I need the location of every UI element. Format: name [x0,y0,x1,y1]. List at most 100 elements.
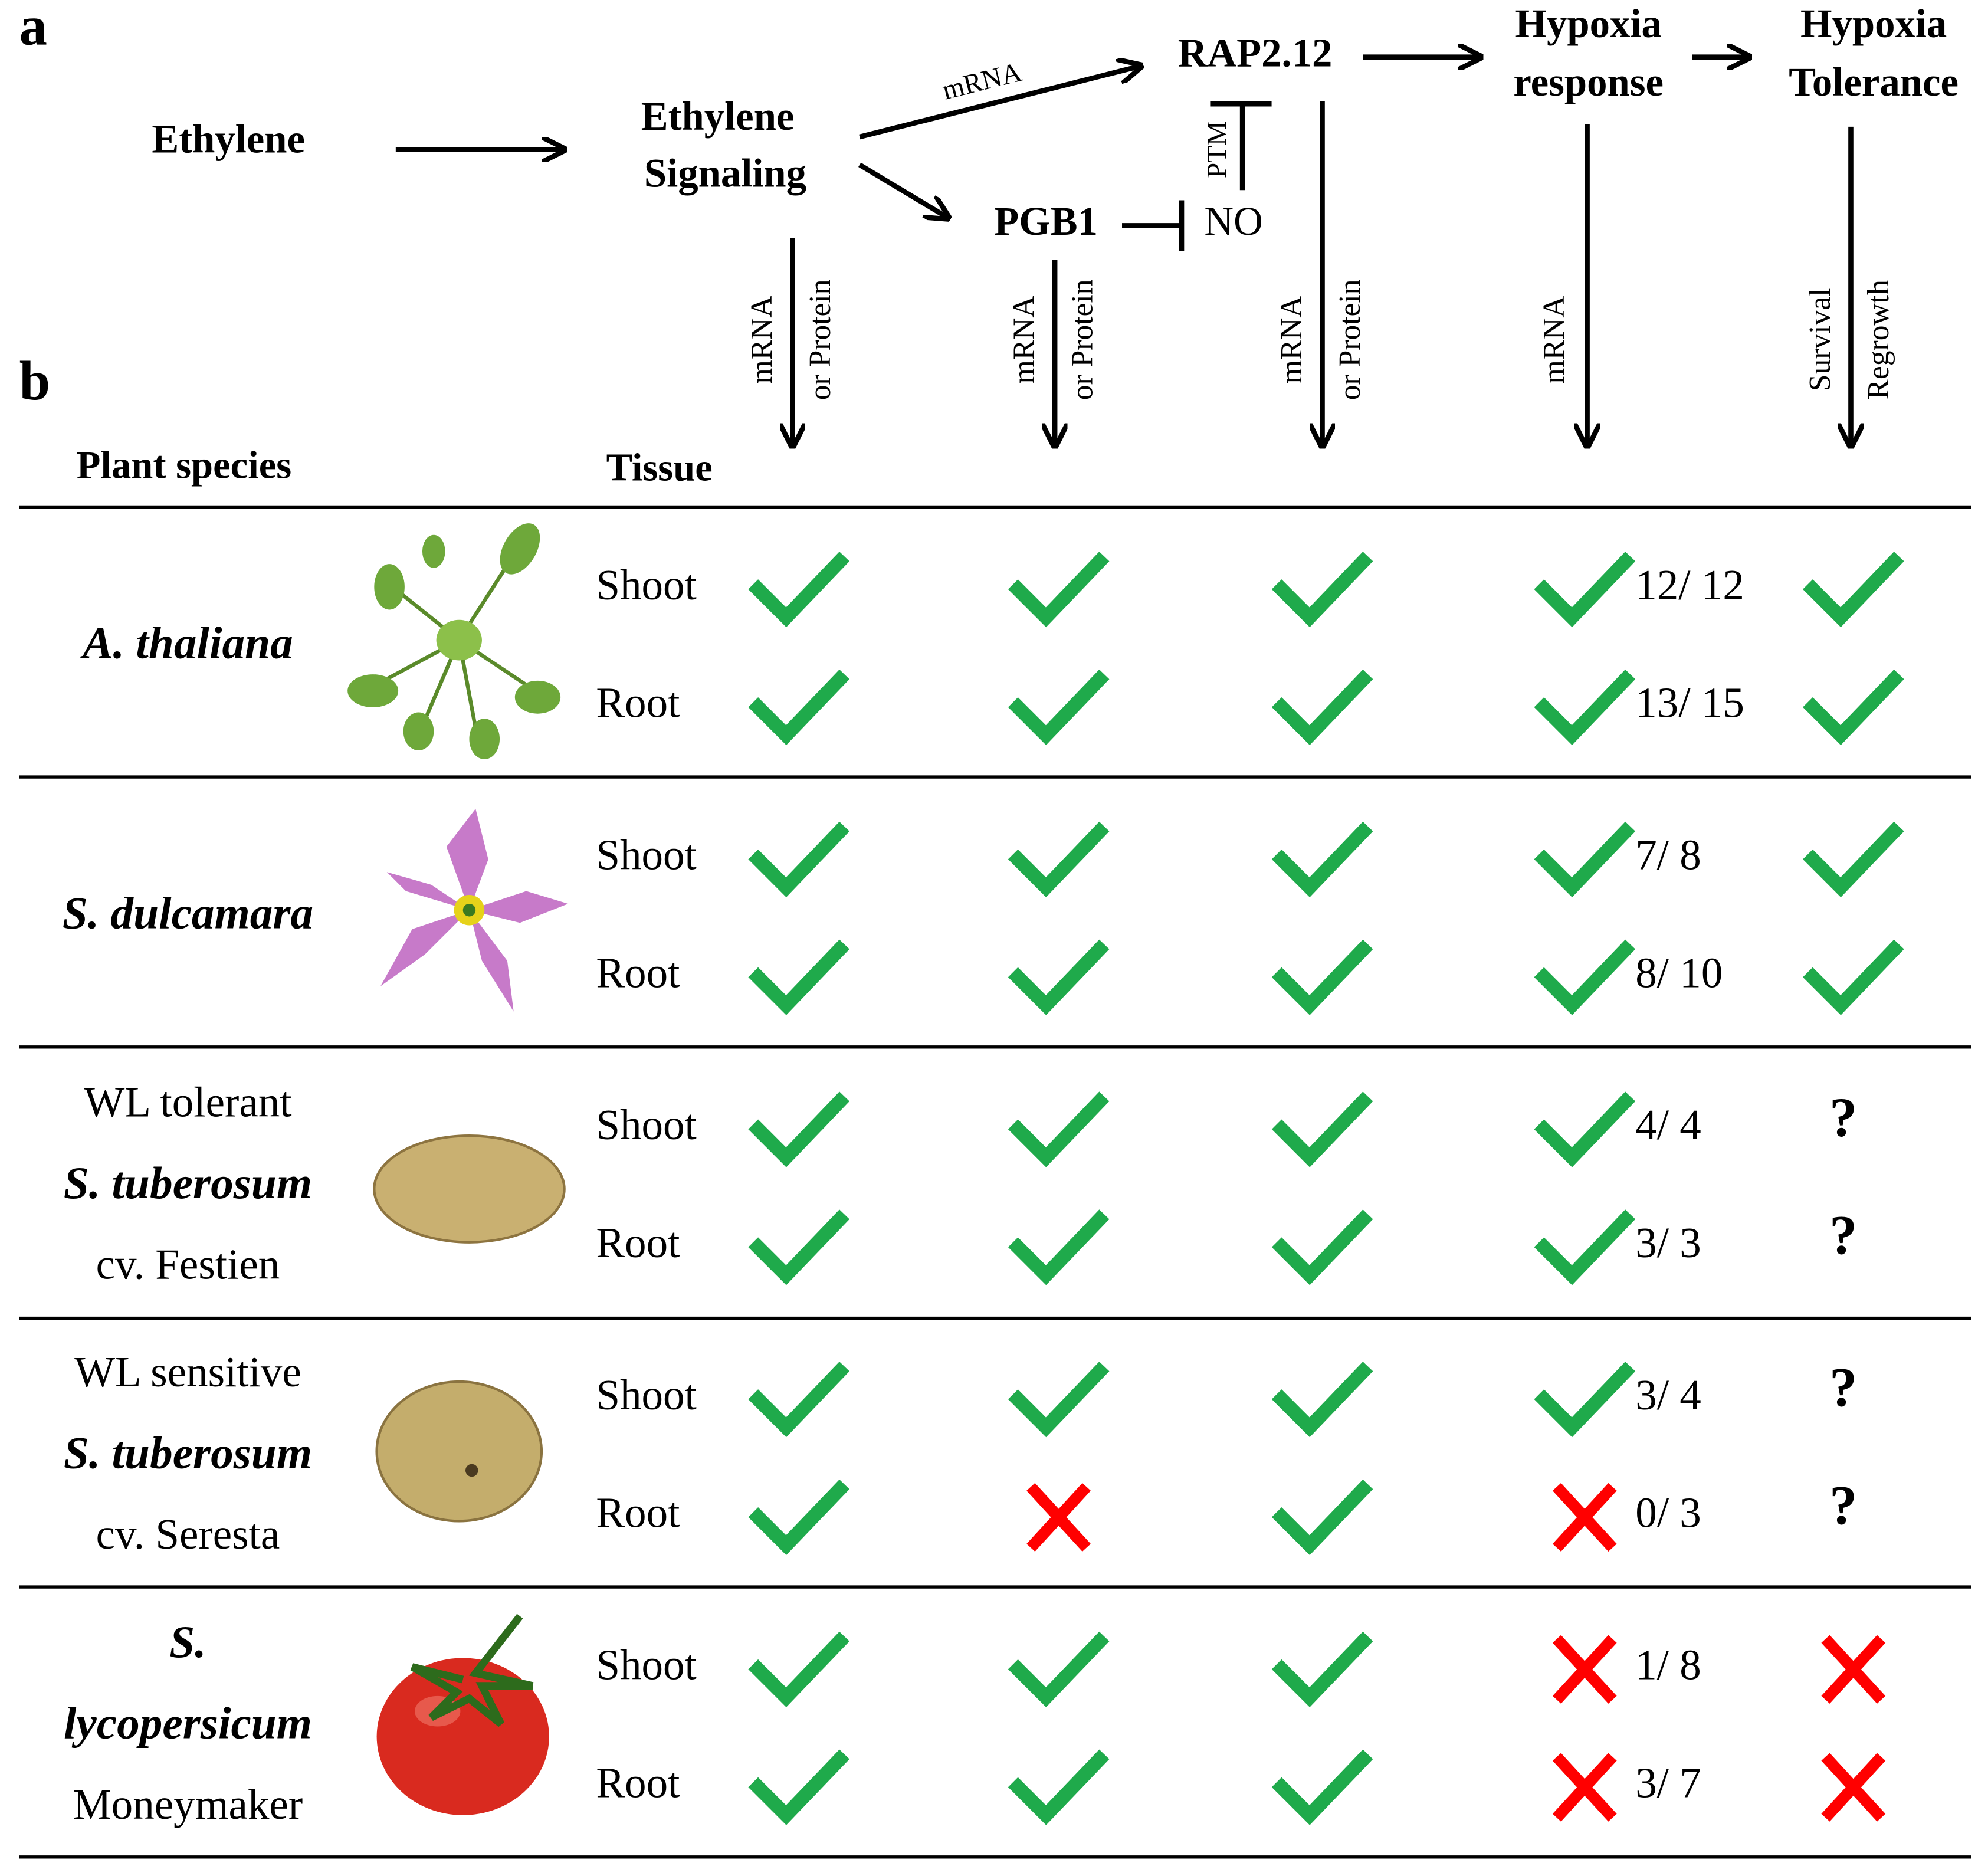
readout-label: Regrowth [1862,280,1895,400]
cross [1552,1483,1617,1552]
tissue: Root [596,1219,680,1267]
check [1271,1209,1373,1285]
check-mark [1271,1749,1373,1825]
readout-label: mRNA [1275,296,1308,383]
readout-label: or Protein [803,279,837,400]
species-label: lycopersicum [64,1697,312,1748]
node-hypoxia-response: response [1513,60,1664,104]
node-signaling: Signaling [644,151,806,196]
ratio: 4/ 4 [1635,1101,1701,1149]
image-potato [373,1134,566,1244]
arrow [858,162,948,218]
cross-mark [1552,1635,1617,1704]
check [1803,552,1904,628]
check-mark [1271,669,1373,746]
check [748,669,849,746]
check-mark [1008,821,1110,897]
check-mark [1008,1631,1110,1707]
species-label: WL tolerant [84,1078,291,1126]
unknown: ? [1829,1205,1857,1266]
tissue: Shoot [596,1371,697,1419]
check-mark [1271,1362,1373,1438]
node-rap: RAP2.12 [1178,30,1333,75]
check-mark [1271,821,1373,897]
check-mark [1271,1209,1373,1285]
check [1271,669,1373,746]
tissue: Root [596,1489,680,1537]
cross-mark [1821,1753,1886,1822]
check [1803,669,1904,746]
check-mark [1271,1479,1373,1556]
check-mark [1803,552,1904,628]
check [748,1631,849,1707]
check [1008,1209,1110,1285]
check [1534,939,1636,1015]
check-mark [1803,669,1904,746]
check [1271,1631,1373,1707]
check [1271,552,1373,628]
check-mark [1534,669,1636,746]
image-flower [380,808,569,1012]
check [1803,821,1904,897]
check [1534,669,1636,746]
check-mark [1008,1209,1110,1285]
species-label: S. tuberosum [64,1428,312,1478]
check [1271,1362,1373,1438]
check-mark [748,1749,849,1825]
species-label: cv. Festien [96,1241,280,1288]
node-pgb1: PGB1 [994,199,1098,244]
unknown: ? [1829,1475,1857,1536]
tissue: Root [596,949,680,996]
cross [1821,1635,1886,1704]
readout-label: or Protein [1066,279,1100,400]
check-mark [748,1209,849,1285]
node-hypoxia-tolerance: Hypoxia [1800,1,1947,46]
check [1271,1749,1373,1825]
check [748,821,849,897]
check [1008,1749,1110,1825]
separators [19,505,1971,1859]
check [748,1362,849,1438]
readout-label: or Protein [1333,279,1367,400]
check [1534,1091,1636,1167]
cross-mark [1026,1483,1091,1552]
check-mark [1271,939,1373,1015]
tissue: Root [596,1759,680,1806]
check-mark [1534,939,1636,1015]
check [1008,1091,1110,1167]
panel-label: b [19,350,51,412]
image-potato [375,1380,543,1523]
tissue: Shoot [596,1101,697,1149]
check-mark [748,1631,849,1707]
check [1534,1209,1636,1285]
check-mark [1008,939,1110,1015]
check [1008,1631,1110,1707]
check [748,552,849,628]
cross [1026,1483,1091,1552]
tissue: Shoot [596,831,697,879]
check-mark [748,1362,849,1438]
ratio: 7/ 8 [1635,831,1701,879]
species-label: S. dulcamara [63,887,313,938]
cross-mark [1552,1483,1617,1552]
check [748,939,849,1015]
node-ethylene: Ethylene [152,117,305,162]
readout-label: mRNA [1008,296,1041,383]
ratio: 3/ 7 [1635,1759,1701,1806]
check [1534,1362,1636,1438]
check [748,1209,849,1285]
check [1008,821,1110,897]
cross [1552,1635,1617,1704]
check-mark [1271,1091,1373,1167]
node-hypoxia-tolerance: Tolerance [1789,60,1959,104]
ratio: 3/ 4 [1635,1371,1701,1419]
check-mark [1008,552,1110,628]
ratio: 12/ 12 [1635,561,1744,609]
node-hypoxia-response: Hypoxia [1515,1,1662,46]
cross [1552,1753,1617,1822]
readout-label: mRNA [745,296,779,383]
cells: 12/ 12 13/ 15 7/ 8 8/ 10? 4/ 4? 3/ 3? 3/ 4? 0/ … [748,552,1904,1825]
check-mark [748,939,849,1015]
check-mark [748,1479,849,1556]
